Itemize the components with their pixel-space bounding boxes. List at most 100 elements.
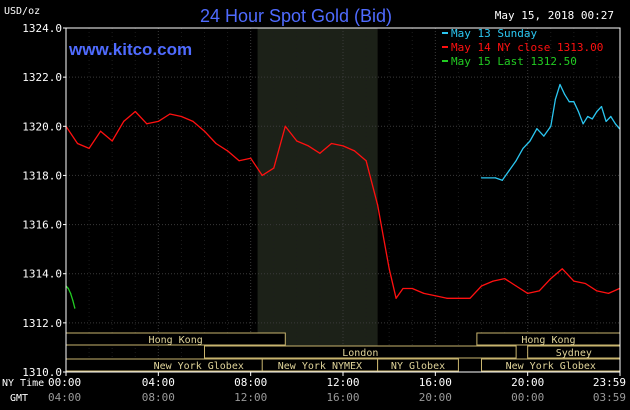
series-point: [536, 128, 538, 130]
series-point: [353, 150, 356, 152]
x-tick-label-gmt: 16:00: [326, 391, 359, 404]
series-point: [554, 98, 556, 100]
y-tick-label: 1312.0: [22, 317, 62, 330]
plot-area: [65, 27, 621, 373]
series-point: [577, 110, 580, 113]
x-tick-label-gmt: 00:00: [511, 391, 544, 404]
series-point: [67, 287, 69, 290]
series-point: [529, 140, 531, 142]
series-point: [543, 135, 545, 137]
session-label: New York Globex: [506, 361, 596, 372]
ny-time-axis-label: NY Time: [2, 378, 44, 389]
series-point: [70, 292, 72, 294]
session-label: London: [342, 348, 378, 359]
x-tick-label-gmt: 08:00: [142, 391, 175, 404]
series-point: [395, 297, 397, 299]
x-tick-label-gmt: 03:59: [593, 391, 626, 404]
series-point: [111, 140, 113, 142]
series-point: [508, 169, 510, 172]
series-point: [134, 110, 136, 113]
y-tick-label: 1314.0: [22, 268, 62, 281]
series-point: [342, 145, 344, 147]
session-label: New York Globex: [154, 361, 244, 372]
series-point: [192, 120, 194, 122]
series-point: [434, 295, 436, 297]
gmt-axis-label: GMT: [10, 393, 28, 404]
x-tick-label-ny: 20:00: [511, 376, 544, 389]
series-point: [411, 287, 413, 290]
series-point: [100, 130, 102, 132]
session-label: New York NYMEX: [278, 361, 362, 372]
session-label: Hong Kong: [149, 335, 203, 346]
y-tick-label: 1318.0: [22, 169, 62, 182]
series-point: [469, 297, 471, 299]
x-tick-label-ny: 08:00: [234, 376, 267, 389]
series-point: [605, 120, 607, 122]
y-tick-label: 1320.0: [22, 120, 62, 133]
x-tick-label-ny: 16:00: [419, 376, 452, 389]
series-point: [388, 268, 390, 270]
series-point: [522, 147, 524, 149]
series-point: [564, 93, 566, 95]
series-point: [123, 120, 125, 122]
series-point: [501, 179, 503, 181]
series-point: [377, 204, 379, 206]
series-point: [74, 307, 76, 309]
series-point: [561, 268, 563, 270]
series-point: [494, 177, 496, 179]
legend-entry: May 15 Last 1312.50: [451, 55, 577, 68]
series-line-1: [65, 110, 620, 299]
series-point: [72, 300, 74, 302]
session-bar: NY Globex: [377, 358, 459, 372]
series-point: [480, 285, 483, 287]
market-sessions: Hong Kong Hong Kong London Sydney New York G…: [65, 332, 621, 372]
series-point: [226, 150, 229, 152]
series-point: [559, 83, 561, 86]
session-label: Hong Kong: [521, 335, 575, 346]
series-point: [423, 292, 425, 294]
series-point: [319, 152, 321, 154]
series-point: [250, 157, 252, 159]
session-bar: Sydney: [527, 345, 621, 359]
series-point: [610, 115, 612, 118]
session-bar: London: [204, 345, 517, 359]
series-point: [600, 106, 603, 108]
series-point: [550, 125, 552, 127]
session-bar: New York Globex: [481, 358, 621, 372]
series-point: [238, 160, 240, 162]
session-bar: Hong Kong: [476, 332, 621, 346]
series-point: [584, 282, 586, 285]
series-point: [88, 147, 90, 149]
series-point: [457, 297, 460, 299]
session-bar-rect: [204, 345, 517, 359]
series-point: [614, 123, 616, 125]
series-point: [607, 292, 610, 294]
series-point: [284, 125, 286, 127]
series-point: [307, 145, 309, 147]
series-point: [169, 113, 171, 115]
series-point: [296, 140, 298, 142]
series-point: [596, 110, 598, 113]
x-tick-label-gmt: 20:00: [419, 391, 452, 404]
series-point: [157, 120, 159, 122]
series-point: [582, 123, 584, 125]
series-point: [587, 115, 589, 118]
series-point: [515, 285, 517, 287]
series-point: [365, 160, 367, 162]
series-point: [402, 287, 404, 290]
series-point: [568, 101, 570, 103]
y-tick-label: 1310.0: [22, 366, 62, 379]
axes: 1310.0 1312.0 1314.0 1316.0 1318.0 1320.0 1322…: [22, 22, 626, 404]
series-point: [527, 292, 529, 294]
series-point: [480, 177, 483, 179]
series-point: [503, 278, 506, 280]
series-point: [538, 290, 540, 292]
series-point: [446, 297, 448, 299]
series-point: [573, 101, 575, 103]
legend-entry: May 14 NY close 1313.00: [451, 41, 603, 54]
x-tick-label-ny: 04:00: [142, 376, 175, 389]
kitco-website-label: www.kitco.com: [68, 40, 192, 59]
session-bar: New York NYMEX: [261, 358, 379, 372]
